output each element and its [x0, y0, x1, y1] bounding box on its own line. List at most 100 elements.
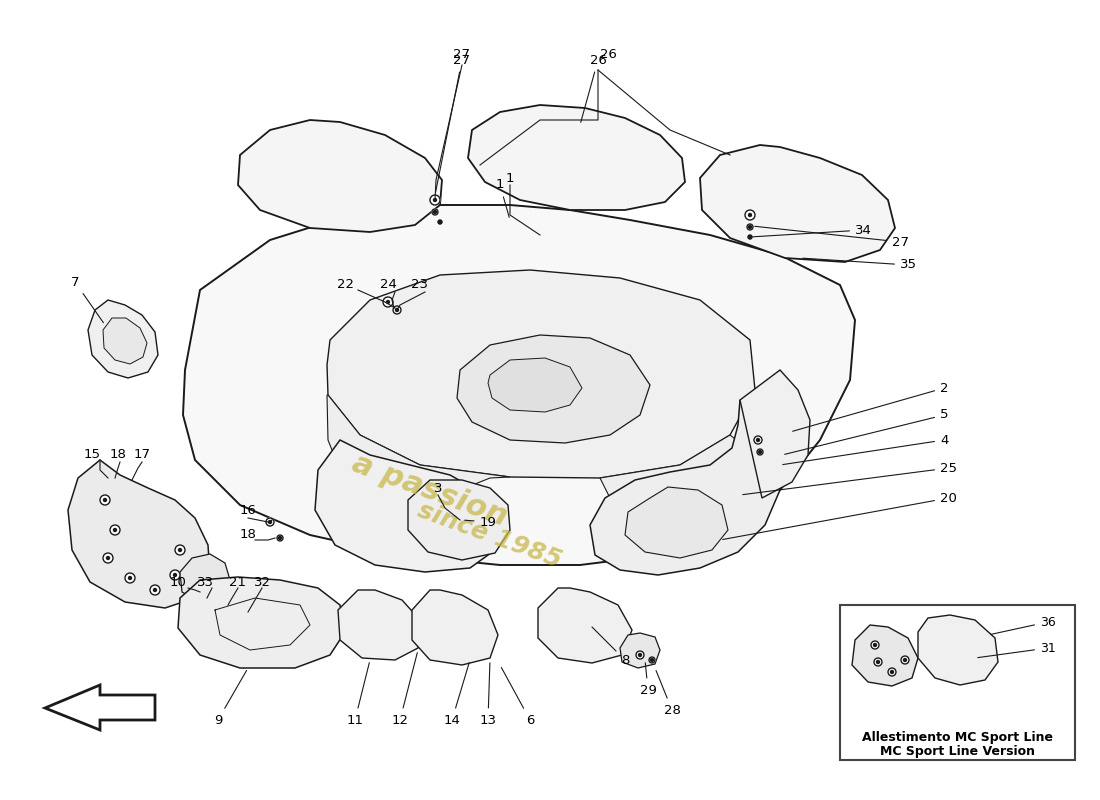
Circle shape: [174, 574, 176, 577]
Polygon shape: [488, 358, 582, 412]
Polygon shape: [178, 577, 345, 668]
Text: 11: 11: [346, 662, 370, 726]
Text: 9: 9: [213, 670, 246, 726]
Polygon shape: [852, 625, 918, 686]
Text: 34: 34: [752, 223, 872, 237]
Circle shape: [636, 651, 644, 659]
Circle shape: [438, 220, 442, 224]
Text: 18: 18: [240, 529, 256, 542]
Text: 17: 17: [133, 449, 151, 462]
Circle shape: [873, 643, 877, 646]
Circle shape: [103, 553, 113, 563]
Text: 1: 1: [496, 178, 509, 218]
Polygon shape: [103, 318, 147, 364]
Text: 22: 22: [337, 278, 353, 291]
Polygon shape: [408, 480, 510, 560]
Circle shape: [748, 235, 751, 238]
Circle shape: [277, 535, 283, 541]
Text: MC Sport Line Version: MC Sport Line Version: [880, 746, 1035, 758]
Text: 33: 33: [197, 575, 213, 589]
Polygon shape: [180, 554, 230, 602]
Circle shape: [383, 297, 393, 307]
Text: 14: 14: [443, 662, 470, 726]
Polygon shape: [740, 370, 810, 498]
Polygon shape: [590, 400, 780, 575]
Polygon shape: [315, 440, 498, 572]
Text: 26: 26: [600, 49, 616, 62]
Circle shape: [125, 573, 135, 583]
Circle shape: [100, 495, 110, 505]
Polygon shape: [918, 615, 998, 685]
Text: 4: 4: [783, 434, 948, 465]
Circle shape: [103, 498, 107, 502]
Text: a passion: a passion: [349, 449, 512, 531]
Text: 10: 10: [169, 575, 186, 589]
Circle shape: [433, 198, 437, 202]
Text: 5: 5: [784, 409, 948, 454]
Text: 7: 7: [70, 275, 103, 322]
Circle shape: [268, 521, 272, 523]
Circle shape: [748, 226, 751, 229]
Text: 36: 36: [991, 615, 1056, 634]
Text: 16: 16: [240, 503, 256, 517]
Text: 12: 12: [392, 653, 417, 726]
Polygon shape: [327, 395, 510, 495]
Text: 24: 24: [379, 278, 396, 291]
Circle shape: [278, 537, 282, 539]
Text: 27: 27: [453, 49, 471, 62]
Circle shape: [650, 658, 653, 662]
Polygon shape: [456, 335, 650, 443]
FancyBboxPatch shape: [840, 605, 1075, 760]
Text: 35: 35: [803, 258, 917, 271]
Text: 21: 21: [230, 575, 246, 589]
Text: Allestimento MC Sport Line: Allestimento MC Sport Line: [862, 731, 1053, 745]
Circle shape: [757, 449, 763, 455]
Text: 32: 32: [253, 575, 271, 589]
Polygon shape: [338, 590, 420, 660]
Circle shape: [150, 585, 160, 595]
Circle shape: [170, 570, 180, 580]
Circle shape: [759, 450, 761, 454]
Polygon shape: [700, 145, 895, 262]
Polygon shape: [600, 435, 780, 558]
Polygon shape: [238, 120, 442, 232]
Circle shape: [748, 214, 751, 217]
Circle shape: [649, 657, 654, 663]
Circle shape: [871, 641, 879, 649]
Circle shape: [110, 525, 120, 535]
Circle shape: [888, 668, 896, 676]
Circle shape: [154, 589, 156, 591]
Circle shape: [439, 221, 441, 223]
Circle shape: [747, 224, 754, 230]
Polygon shape: [625, 487, 728, 558]
Polygon shape: [45, 685, 155, 730]
Text: 25: 25: [742, 462, 957, 494]
Polygon shape: [88, 300, 158, 378]
Text: 23: 23: [411, 278, 429, 291]
Text: 13: 13: [480, 662, 496, 726]
Text: 15: 15: [84, 449, 100, 462]
Polygon shape: [468, 105, 685, 210]
Circle shape: [396, 309, 398, 311]
Polygon shape: [68, 460, 210, 608]
Polygon shape: [327, 270, 755, 478]
Text: 20: 20: [723, 491, 957, 539]
Circle shape: [638, 654, 641, 657]
Text: 1: 1: [506, 171, 515, 185]
Text: 29: 29: [639, 662, 657, 697]
Polygon shape: [412, 590, 498, 665]
Text: 18: 18: [110, 449, 126, 462]
Circle shape: [757, 438, 759, 442]
Circle shape: [754, 436, 762, 444]
Text: 27: 27: [755, 226, 909, 249]
Text: 27: 27: [436, 54, 471, 192]
Circle shape: [393, 306, 402, 314]
Text: 19: 19: [465, 515, 496, 529]
Circle shape: [178, 549, 182, 551]
Circle shape: [903, 658, 906, 662]
Text: 28: 28: [656, 670, 681, 717]
Circle shape: [891, 670, 893, 674]
Circle shape: [113, 529, 117, 531]
Circle shape: [874, 658, 882, 666]
Polygon shape: [538, 588, 632, 663]
